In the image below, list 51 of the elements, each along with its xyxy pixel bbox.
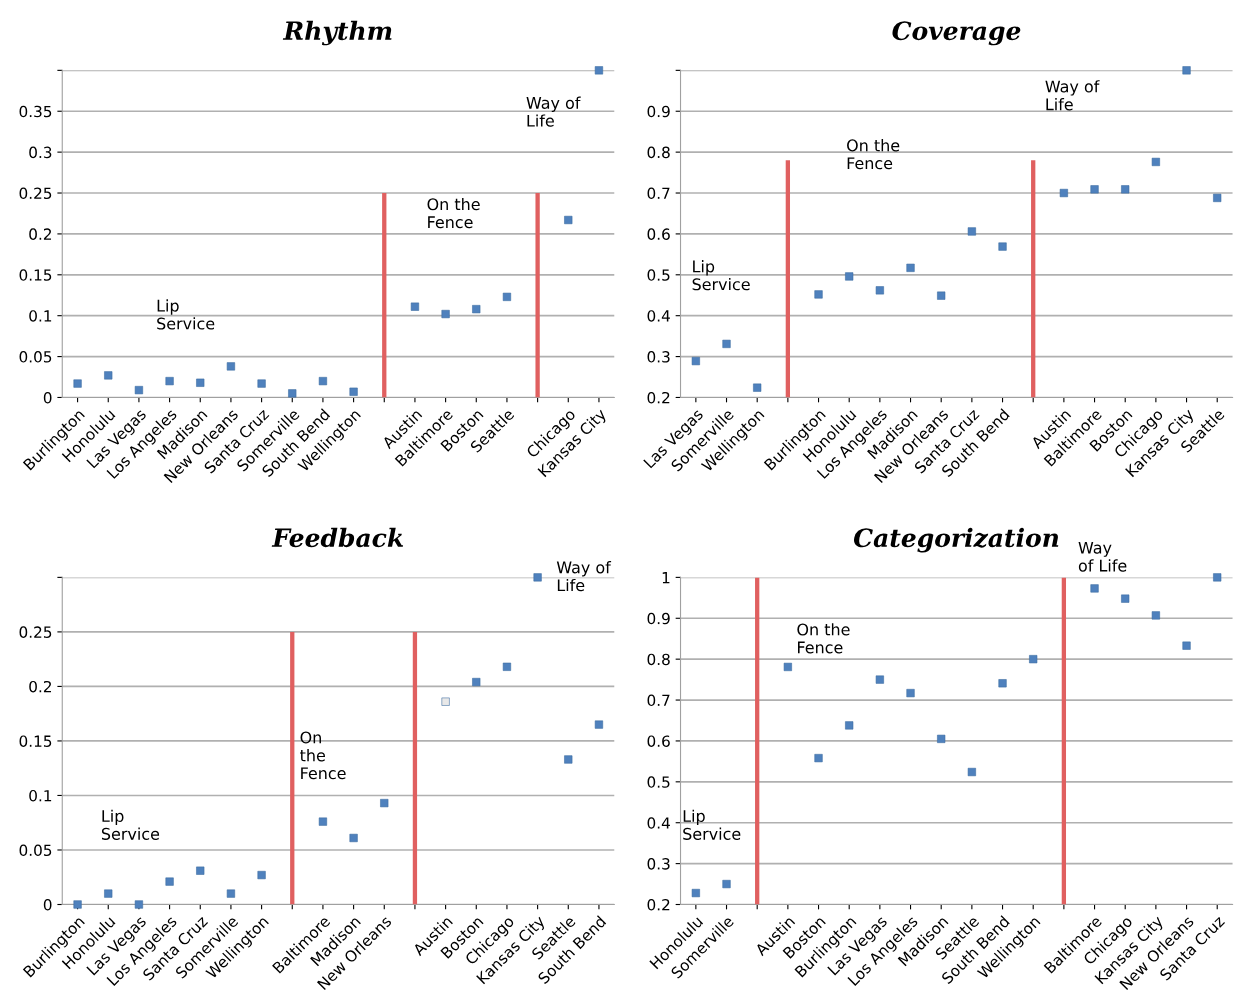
y-tick-label: 0.3	[647, 858, 670, 870]
y-tick-label: 0.2	[29, 228, 51, 240]
chart-title: Feedback	[271, 527, 404, 548]
annotation: Lip Service	[692, 260, 750, 291]
y-tick-label: 0.35	[19, 105, 52, 118]
y-tick-label: 0.4	[647, 817, 670, 829]
y-tick-label: 0.5	[647, 776, 670, 788]
y-tick-label: 0.05	[19, 844, 52, 856]
chart-title: Rhythm	[282, 20, 392, 46]
y-tick-label: 0.3	[647, 351, 670, 363]
y-tick-label: 0.9	[647, 105, 670, 118]
annotation: Lip Service	[683, 809, 741, 840]
annotation: On the Fence	[797, 623, 850, 654]
annotation: On the Fence	[427, 197, 480, 229]
y-tick-label: 0.9	[647, 612, 670, 625]
annotation: Lip Service	[101, 809, 160, 840]
y-tick-label: 0.05	[19, 351, 52, 363]
y-tick-label: 0.7	[647, 187, 670, 200]
y-tick-label: 0.2	[647, 391, 670, 404]
y-tick-label: 0.25	[19, 187, 52, 200]
y-tick-label: 0.1	[29, 789, 52, 802]
y-tick-label: 0.8	[647, 653, 670, 666]
point	[472, 677, 481, 687]
text: Way of Life	[1078, 541, 1127, 572]
y-tick-label: 0.8	[647, 146, 670, 159]
y-tick-label: 0.2	[29, 680, 51, 693]
y-tick-label: 0.2	[647, 898, 670, 911]
y-tick-label: 0.25	[19, 626, 52, 638]
y-tick-label: 0.15	[19, 269, 52, 281]
y-tick-label: 0	[43, 898, 52, 911]
y-tick-label: 0.1	[29, 310, 52, 322]
annotation: On the Fence	[300, 731, 346, 780]
y-tick-label: 0.15	[19, 735, 52, 747]
annotation: On the Fence	[847, 139, 900, 170]
y-tick-label: 0.4	[647, 310, 670, 322]
y-tick-label: 0.5	[647, 269, 670, 281]
chart-title: Categorization	[854, 527, 1059, 553]
y-tick-label: 0.6	[647, 228, 670, 240]
annotation: Lip Service	[157, 299, 215, 330]
point	[380, 799, 389, 808]
annotation: Way of Life	[1045, 80, 1100, 111]
point	[502, 662, 512, 671]
y-tick-label: 0.6	[647, 735, 670, 747]
point	[196, 866, 205, 875]
annotation: Way of Life	[526, 96, 581, 127]
annotation: Way of Life	[556, 561, 612, 592]
y-tick-label: 0.3	[29, 146, 52, 159]
y-tick-label: 1	[662, 572, 670, 584]
chart-title: Coverage	[892, 21, 1021, 46]
y-tick-label: 0	[43, 391, 52, 404]
y-tick-label: 0.7	[647, 694, 670, 707]
